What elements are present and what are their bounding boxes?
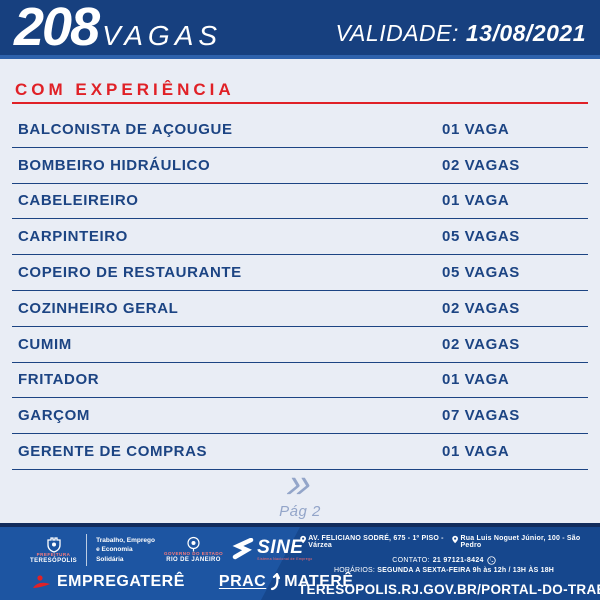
validity-label: VALIDADE:	[335, 20, 459, 46]
address-2: Rua Luis Noguet Júnior, 100 - São Pedro	[452, 535, 588, 549]
rio-de-janeiro-logo: GOVERNO DO ESTADO RIO DE JANEIRO	[164, 536, 223, 564]
job-count: 02 VAGAS	[442, 335, 520, 353]
job-title: COPEIRO DE RESTAURANTE	[18, 264, 242, 282]
teresopolis-label: TERESÓPOLIS	[30, 557, 78, 564]
validity: VALIDADE: 13/08/2021	[335, 20, 586, 51]
job-title: FRITADOR	[18, 371, 100, 389]
job-count: 01 VAGA	[442, 192, 510, 210]
trabalho-line2: e Economia	[96, 546, 133, 554]
job-count: 01 VAGA	[442, 371, 510, 389]
table-row: GARÇOM 07 VAGAS	[12, 398, 588, 435]
hours-value: SEGUNDA A SEXTA-FEIRA 9h às 12h / 13H ÀS…	[377, 567, 555, 574]
table-row: CUMIM 02 VAGAS	[12, 327, 588, 363]
trabalho-line1: Trabalho, Emprego	[96, 536, 155, 544]
vacancy-count-label: VAGAS	[102, 20, 223, 52]
pracimatere-swoosh-icon	[271, 573, 281, 591]
pagination: » Pág 2	[0, 459, 600, 520]
table-row: BOMBEIRO HIDRÁULICO 02 VAGAS	[12, 148, 588, 184]
teresopolis-label-top: PREFEITURA	[36, 551, 71, 557]
job-title: CABELEIREIRO	[18, 192, 139, 210]
website-link[interactable]: TERESOPOLIS.RJ.GOV.BR/PORTAL-DO-TRABALHA…	[298, 582, 600, 597]
teresopolis-crest-icon	[46, 537, 61, 553]
table-row: FRITADOR 01 VAGA	[12, 363, 588, 399]
rj-label-top: GOVERNO DO ESTADO	[163, 551, 224, 557]
contact-label: CONTATO:	[392, 557, 430, 564]
address-1-text: AV. FELICIANO SODRÉ, 675 - 1º PISO - Vár…	[308, 535, 444, 549]
job-title: COZINHEIRO GERAL	[18, 299, 179, 317]
job-title: BOMBEIRO HIDRÁULICO	[18, 156, 211, 174]
trabalho-label: Trabalho, Emprego e Economia Solidária	[96, 536, 155, 564]
footer-brands: EMPREGATERÊ PRAC MATERÊ	[32, 573, 354, 591]
table-row: BALCONISTA DE AÇOUGUE 01 VAGA	[12, 112, 588, 148]
job-count: 01 VAGA	[442, 120, 510, 138]
sine-sublabel: Sistema Nacional de Emprego	[257, 557, 313, 562]
table-row: COPEIRO DE RESTAURANTE 05 VAGAS	[12, 255, 588, 291]
table-row: CARPINTEIRO 05 VAGAS	[12, 219, 588, 256]
whatsapp-icon	[487, 556, 496, 565]
validity-date: 13/08/2021	[465, 20, 586, 46]
map-pin-icon	[300, 535, 306, 544]
empregatere-label: EMPREGATERÊ	[57, 573, 185, 590]
job-title: CUMIM	[18, 335, 72, 353]
sine-s-icon	[232, 538, 254, 560]
section-underline	[12, 102, 588, 104]
job-title: GARÇOM	[18, 407, 90, 425]
job-count: 01 VAGA	[442, 443, 510, 461]
job-title: GERENTE DE COMPRAS	[18, 443, 208, 461]
address-2-text: Rua Luis Noguet Júnior, 100 - São Pedro	[460, 535, 581, 549]
footer: PREFEITURA TERESÓPOLIS Trabalho, Emprego…	[0, 523, 600, 600]
next-page-icon[interactable]: »	[285, 459, 315, 506]
job-count: 02 VAGAS	[442, 156, 520, 174]
address-1: AV. FELICIANO SODRÉ, 675 - 1º PISO - Vár…	[300, 535, 452, 549]
hours-label: HORÁRIOS:	[333, 567, 376, 574]
sine-logo: SINE Sistema Nacional de Emprego	[232, 538, 312, 562]
table-row: GERENTE DE COMPRAS 01 VAGA	[12, 434, 588, 470]
sine-label: SINE	[257, 537, 304, 559]
logo-divider	[86, 534, 88, 566]
pracimatere-label-left: PRAC	[218, 573, 267, 590]
addresses: AV. FELICIANO SODRÉ, 675 - 1º PISO - Vár…	[298, 535, 590, 549]
vacancy-total: 208 VAGAS	[14, 0, 223, 58]
empregatere-runner-icon	[33, 574, 50, 588]
table-row: CABELEIREIRO 01 VAGA	[12, 184, 588, 220]
footer-dark-panel	[261, 527, 600, 600]
trabalho-line3: Solidária	[96, 555, 124, 563]
teresopolis-logo: PREFEITURA TERESÓPOLIS	[30, 536, 77, 565]
rj-label: RIO DE JANEIRO	[166, 557, 221, 564]
footer-logos: PREFEITURA TERESÓPOLIS Trabalho, Emprego…	[30, 534, 313, 566]
job-title: CARPINTEIRO	[18, 228, 128, 246]
job-list: BALCONISTA DE AÇOUGUE 01 VAGA BOMBEIRO H…	[12, 112, 588, 470]
map-pin-icon	[452, 535, 459, 544]
contact-number: 21 97121-8424	[432, 557, 484, 564]
job-count: 07 VAGAS	[442, 407, 520, 425]
job-count: 05 VAGAS	[442, 228, 520, 246]
section-title: COM EXPERIÊNCIA	[15, 80, 235, 99]
pracimatere-logo: PRAC MATERÊ	[219, 573, 354, 591]
job-count: 02 VAGAS	[442, 299, 520, 317]
table-row: COZINHEIRO GERAL 02 VAGAS	[12, 291, 588, 327]
contact: CONTATO: 21 97121-8424	[298, 556, 590, 565]
page-label: Pág 2	[279, 503, 321, 520]
job-count: 05 VAGAS	[442, 264, 520, 282]
header-bar: 208 VAGAS VALIDADE: 13/08/2021	[0, 0, 600, 59]
empregatere-logo: EMPREGATERÊ	[32, 573, 185, 591]
vacancy-count: 208	[14, 0, 100, 58]
job-title: BALCONISTA DE AÇOUGUE	[18, 120, 233, 138]
footer-info: AV. FELICIANO SODRÉ, 675 - 1º PISO - Vár…	[298, 535, 600, 597]
pracimatere-label-right: MATERÊ	[284, 573, 354, 590]
hours: HORÁRIOS: SEGUNDA A SEXTA-FEIRA 9h às 12…	[298, 567, 590, 574]
rj-crest-icon	[187, 537, 200, 552]
